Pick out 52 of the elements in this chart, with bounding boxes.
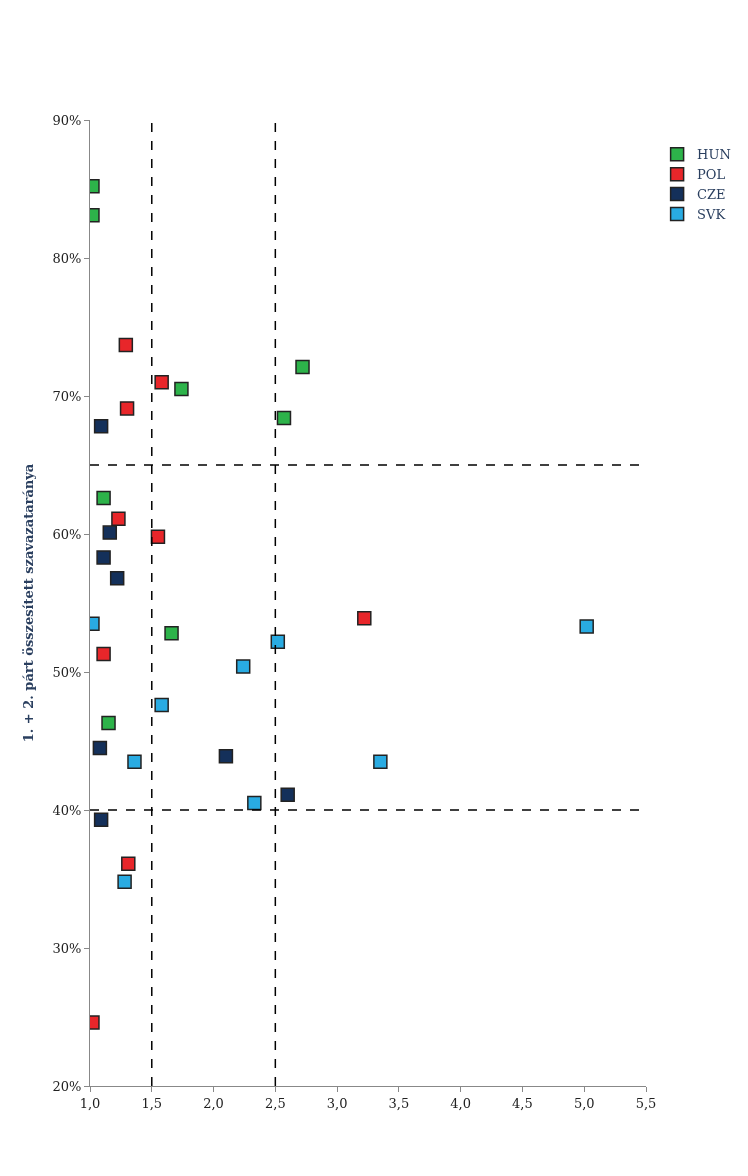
point bbox=[164, 626, 179, 641]
x-tick-label: 1,0 bbox=[79, 1095, 101, 1111]
y-tick-label: 60% bbox=[52, 526, 82, 542]
point bbox=[96, 490, 111, 506]
y-tick-label: 40% bbox=[52, 802, 82, 818]
point bbox=[101, 715, 116, 731]
point bbox=[92, 740, 108, 756]
point bbox=[235, 659, 251, 674]
x-tick-label: 2,5 bbox=[264, 1095, 286, 1111]
x-tick-label: 4,5 bbox=[512, 1095, 533, 1111]
point bbox=[174, 381, 189, 397]
point bbox=[579, 619, 594, 634]
point bbox=[93, 812, 109, 827]
point bbox=[373, 754, 388, 769]
point bbox=[111, 511, 126, 527]
point bbox=[276, 410, 292, 426]
legend-label: SVK bbox=[697, 207, 726, 223]
y-tick-label: 90% bbox=[52, 112, 82, 128]
point bbox=[119, 401, 135, 416]
point bbox=[118, 337, 134, 353]
y-tick-label: 80% bbox=[52, 250, 82, 266]
y-tick-label: 70% bbox=[52, 388, 82, 404]
x-tick-label: 5,0 bbox=[573, 1095, 595, 1111]
y-tick-label: 20% bbox=[52, 1078, 82, 1094]
point bbox=[295, 359, 310, 375]
point bbox=[357, 610, 372, 626]
point bbox=[96, 550, 111, 565]
x-tick-label: 4,0 bbox=[450, 1095, 472, 1111]
point bbox=[280, 787, 295, 803]
x-tick-label: 3,5 bbox=[388, 1095, 410, 1111]
x-tick-label: 5,5 bbox=[635, 1095, 657, 1111]
point bbox=[154, 697, 169, 713]
legend-label: POL bbox=[697, 167, 726, 183]
x-tick-label: 1,5 bbox=[141, 1095, 163, 1111]
point bbox=[127, 754, 142, 769]
legend-label: HUN bbox=[697, 147, 731, 163]
point bbox=[96, 646, 111, 662]
point bbox=[218, 748, 234, 764]
point bbox=[154, 374, 169, 390]
point bbox=[121, 856, 136, 872]
point bbox=[117, 874, 132, 890]
point bbox=[102, 525, 118, 540]
y-tick-label: 50% bbox=[52, 664, 82, 680]
y-axis-title: 1. + 2. párt összesített szavazataránya bbox=[21, 463, 37, 743]
point bbox=[93, 419, 109, 434]
point bbox=[247, 795, 262, 811]
point bbox=[270, 634, 286, 649]
x-tick-label: 3,0 bbox=[326, 1095, 348, 1111]
legend-label: CZE bbox=[697, 187, 726, 203]
y-tick-label: 30% bbox=[52, 940, 82, 956]
point bbox=[109, 570, 125, 586]
x-tick-label: 2,0 bbox=[203, 1095, 224, 1111]
